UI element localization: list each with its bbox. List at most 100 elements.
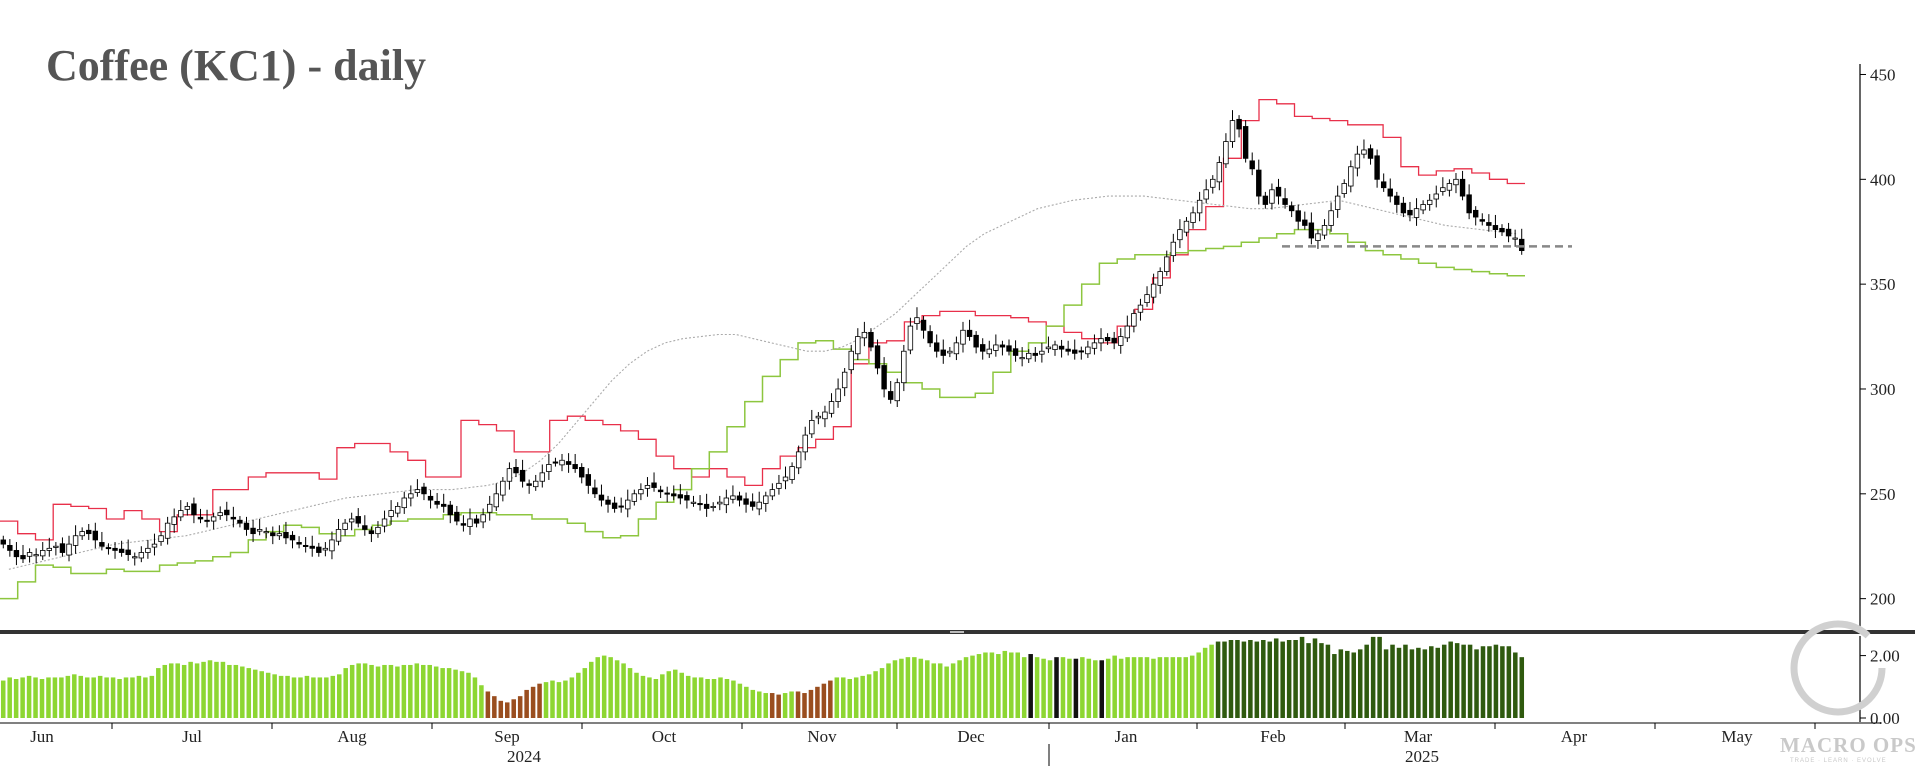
candle-body bbox=[953, 342, 960, 355]
candle-body bbox=[559, 459, 565, 466]
indicator-bar bbox=[143, 677, 148, 718]
candle-body bbox=[539, 472, 545, 482]
indicator-bar bbox=[1112, 655, 1117, 718]
indicator-bar bbox=[698, 677, 704, 718]
candle-body bbox=[579, 466, 585, 478]
candle-body bbox=[763, 495, 769, 504]
month-label: Jun bbox=[30, 727, 54, 746]
candle-body bbox=[598, 494, 605, 501]
candle-body bbox=[1072, 349, 1078, 354]
indicator-bar bbox=[349, 664, 355, 718]
indicator-bar bbox=[1248, 640, 1253, 718]
candle-body bbox=[217, 512, 223, 517]
candle-body bbox=[33, 554, 39, 557]
candle-body bbox=[1505, 228, 1512, 237]
indicator-bar bbox=[395, 666, 400, 718]
price-tick-label: 350 bbox=[1870, 275, 1896, 294]
indicator-bar bbox=[7, 677, 12, 718]
indicator-bar bbox=[666, 671, 672, 718]
indicator-bar bbox=[530, 686, 536, 718]
candle-body bbox=[901, 350, 907, 384]
candle-body bbox=[13, 550, 20, 558]
candle-body bbox=[690, 501, 697, 504]
candle-body bbox=[874, 345, 881, 369]
indicator-bar bbox=[1183, 657, 1189, 718]
indicator-bar bbox=[834, 677, 840, 718]
indicator-bar bbox=[1480, 646, 1486, 718]
candle-body bbox=[1157, 271, 1163, 286]
candle-body bbox=[887, 391, 894, 400]
indicator-bar bbox=[841, 677, 846, 718]
indicator-bar bbox=[815, 686, 820, 718]
candle-body bbox=[1380, 181, 1387, 189]
price-axis: 200 250 300 350 400 450 bbox=[1860, 65, 1896, 609]
indicator-bar bbox=[989, 652, 995, 718]
indicator-bar bbox=[1448, 641, 1453, 718]
indicator-bar bbox=[59, 677, 64, 718]
candle-body bbox=[776, 482, 782, 489]
candle-body bbox=[933, 342, 940, 352]
indicator-bar bbox=[1170, 657, 1176, 718]
indicator-bar bbox=[556, 682, 562, 718]
candle-body bbox=[1367, 148, 1374, 159]
candle-body bbox=[40, 550, 46, 557]
indicator-bar bbox=[136, 675, 142, 718]
candle-body bbox=[1479, 219, 1485, 222]
candle-body bbox=[657, 489, 664, 493]
indicator-bar bbox=[110, 677, 116, 718]
indicator-bar bbox=[1254, 641, 1260, 718]
candle-body bbox=[526, 483, 532, 486]
candle-body bbox=[1131, 313, 1137, 327]
indicator-bar bbox=[240, 666, 245, 718]
price-tick-label: 450 bbox=[1870, 65, 1896, 84]
indicator-bar bbox=[1474, 649, 1479, 718]
candle-body bbox=[513, 466, 519, 474]
candle-body bbox=[1177, 229, 1183, 241]
candle-body bbox=[1164, 256, 1170, 272]
candle-body bbox=[802, 434, 808, 453]
indicator-bar bbox=[737, 683, 743, 718]
indicator-bar bbox=[20, 677, 25, 718]
indicator-bar bbox=[1377, 636, 1382, 718]
upper-band-line bbox=[0, 98, 1525, 541]
candle-body bbox=[795, 451, 802, 469]
candle-body bbox=[197, 516, 204, 520]
candle-body bbox=[1019, 357, 1025, 360]
indicator-bar bbox=[220, 661, 226, 718]
candle-body bbox=[487, 503, 493, 513]
candle-body bbox=[46, 547, 53, 551]
candle-body bbox=[368, 530, 375, 535]
indicator-bar bbox=[931, 663, 937, 718]
candle-body bbox=[1459, 178, 1466, 197]
candle-body bbox=[828, 401, 835, 414]
indicator-bar bbox=[634, 672, 639, 718]
indicator-bar bbox=[1493, 644, 1499, 718]
indicator-bar bbox=[776, 694, 781, 718]
candle-body bbox=[881, 365, 887, 390]
candle-body bbox=[447, 504, 453, 516]
month-label: Mar bbox=[1404, 727, 1433, 746]
candle-body bbox=[1111, 337, 1117, 344]
indicator-bar bbox=[408, 664, 413, 718]
indicator-bar bbox=[459, 671, 465, 718]
candle-body bbox=[664, 492, 670, 495]
indicator-bar bbox=[918, 658, 924, 718]
panel-divider-handle[interactable] bbox=[950, 631, 964, 633]
indicator-bar bbox=[39, 679, 45, 718]
indicator-bar bbox=[1073, 658, 1079, 718]
indicator-bar bbox=[1487, 646, 1492, 718]
candle-body bbox=[1223, 141, 1229, 165]
indicator-panel bbox=[0, 636, 1525, 718]
indicator-bar bbox=[1383, 649, 1389, 718]
candle-body bbox=[1058, 345, 1065, 350]
candle-body bbox=[723, 497, 730, 506]
candle-body bbox=[250, 527, 256, 535]
indicator-bar bbox=[343, 668, 348, 718]
indicator-bar bbox=[957, 660, 962, 718]
candle-body bbox=[940, 349, 946, 356]
indicator-bar bbox=[168, 663, 174, 718]
indicator-bar bbox=[156, 668, 161, 718]
indicator-bar bbox=[1403, 644, 1408, 718]
indicator-bar bbox=[879, 668, 885, 718]
indicator-bar bbox=[188, 661, 193, 718]
